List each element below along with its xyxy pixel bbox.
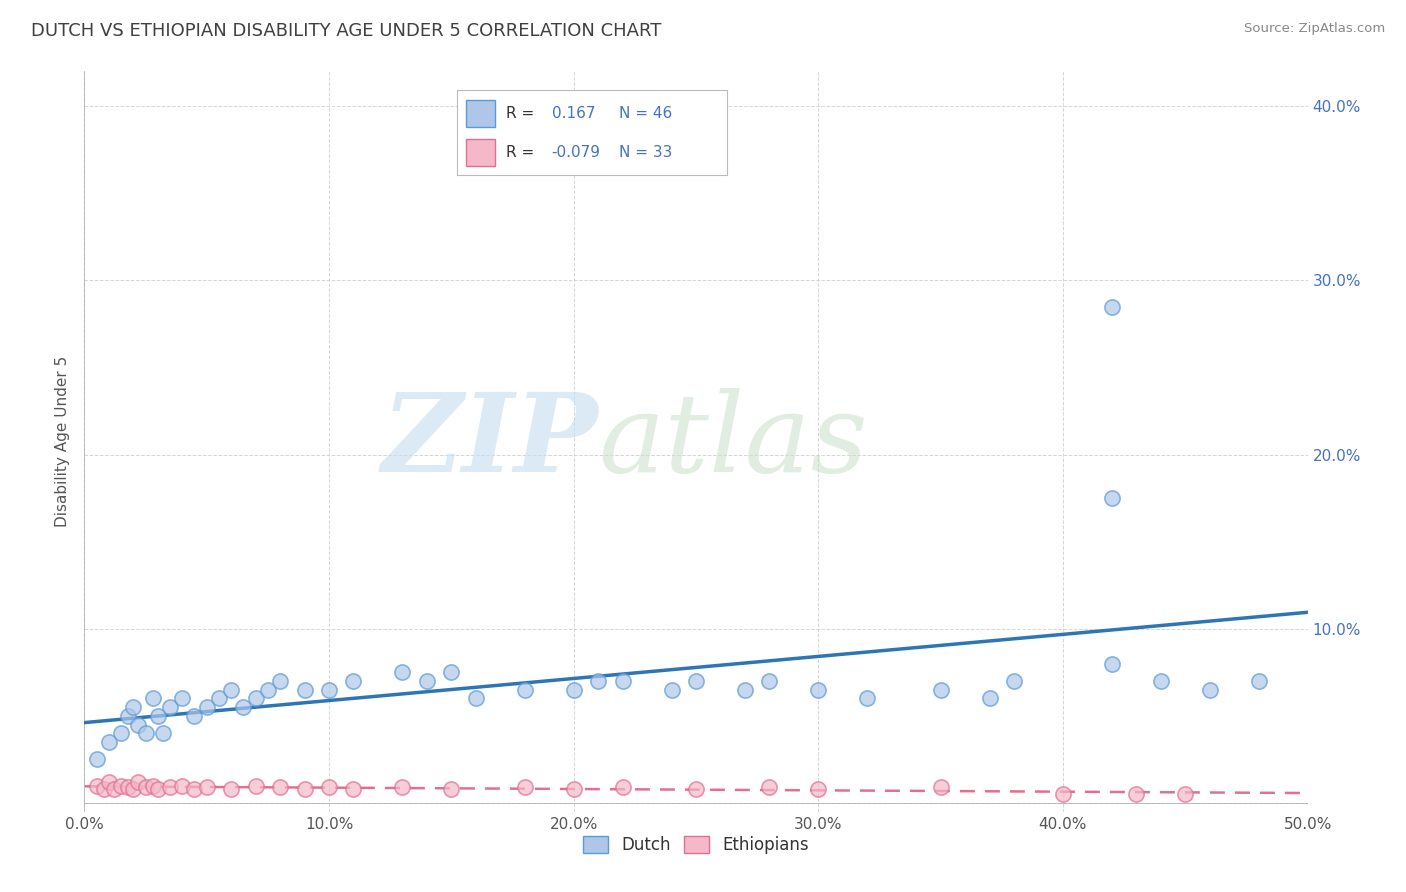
Point [929,682,952,697]
Text: DUTCH VS ETHIOPIAN DISABILITY AGE UNDER 5 CORRELATION CHART: DUTCH VS ETHIOPIAN DISABILITY AGE UNDER … [31,22,661,40]
Point [562,682,585,697]
Point [159,700,181,714]
Point [758,780,780,795]
Point [103,782,125,797]
Point [127,775,149,789]
Point [110,726,132,740]
Point [257,682,280,697]
Point [1174,787,1197,801]
Point [135,726,157,740]
Point [269,780,291,795]
Point [440,782,463,797]
Point [318,780,340,795]
Point [513,780,536,795]
Point [146,709,169,723]
Point [807,682,830,697]
Point [1125,787,1147,801]
Point [97,775,120,789]
Point [110,779,132,793]
Point [208,691,231,706]
Point [758,674,780,689]
Point [117,709,139,723]
Point [342,782,364,797]
Point [97,735,120,749]
Point [195,780,218,795]
Y-axis label: Disability Age Under 5: Disability Age Under 5 [55,356,70,527]
Text: ZIP: ZIP [381,388,598,495]
Point [127,717,149,731]
Point [929,780,952,795]
Point [172,779,194,793]
Point [172,691,194,706]
Point [661,682,683,697]
Point [807,782,830,797]
Point [294,782,316,797]
Point [245,779,267,793]
Point [135,780,157,795]
Point [219,782,242,797]
Point [979,691,1001,706]
Point [734,682,756,697]
Point [440,665,463,680]
Legend: Dutch, Ethiopians: Dutch, Ethiopians [578,830,814,859]
Point [142,691,165,706]
Point [86,779,108,793]
Point [117,780,139,795]
Text: atlas: atlas [598,388,868,495]
Point [122,782,145,797]
Point [464,691,486,706]
Point [159,780,181,795]
Point [1150,674,1173,689]
Point [391,665,413,680]
Point [269,674,291,689]
Point [232,700,254,714]
Point [219,682,242,697]
Point [513,682,536,697]
Point [86,752,108,766]
Text: Source: ZipAtlas.com: Source: ZipAtlas.com [1244,22,1385,36]
Point [318,682,340,697]
Point [93,782,115,797]
Point [183,709,205,723]
Point [195,700,218,714]
Point [183,782,205,797]
Point [1198,682,1220,697]
Point [1002,674,1025,689]
Point [685,674,707,689]
Point [142,779,165,793]
Point [416,674,439,689]
Point [146,782,169,797]
Point [294,682,316,697]
Point [391,780,413,795]
Point [122,700,145,714]
Point [1247,674,1270,689]
Point [1101,491,1123,505]
Point [612,674,634,689]
Point [342,674,364,689]
Point [612,780,634,795]
Point [1101,657,1123,671]
Point [152,726,174,740]
Point [586,674,609,689]
Point [1101,300,1123,314]
Point [245,691,267,706]
Point [685,782,707,797]
Point [562,782,585,797]
Point [856,691,879,706]
Point [1052,787,1074,801]
